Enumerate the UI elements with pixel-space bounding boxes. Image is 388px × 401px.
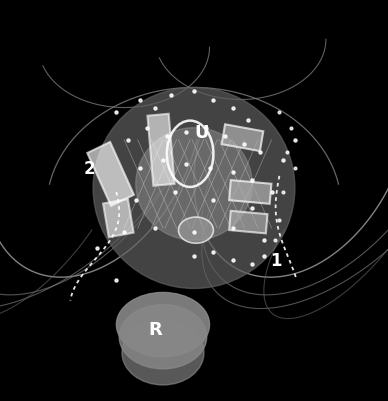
Ellipse shape — [93, 88, 295, 289]
Ellipse shape — [116, 293, 210, 357]
Text: 1: 1 — [270, 252, 281, 269]
Ellipse shape — [178, 217, 213, 243]
Polygon shape — [147, 114, 175, 186]
Polygon shape — [229, 211, 267, 234]
Polygon shape — [103, 200, 133, 237]
Text: 2: 2 — [83, 160, 95, 177]
Ellipse shape — [136, 128, 252, 241]
Polygon shape — [229, 181, 271, 204]
Polygon shape — [222, 125, 263, 152]
Text: U: U — [194, 124, 209, 141]
Polygon shape — [87, 143, 134, 206]
Ellipse shape — [122, 321, 204, 385]
Ellipse shape — [119, 305, 207, 369]
Text: R: R — [148, 320, 162, 338]
